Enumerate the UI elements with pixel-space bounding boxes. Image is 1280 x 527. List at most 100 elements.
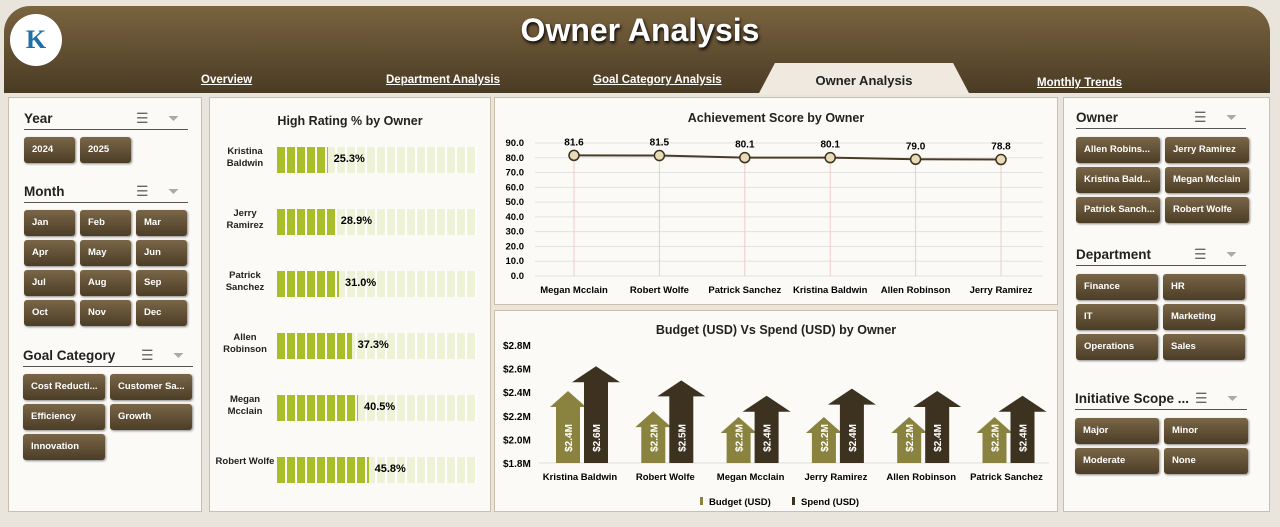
y-tick-label: $2.6M [503,365,531,376]
rating-bar-fill [277,395,358,421]
month-option[interactable]: Dec [136,300,187,326]
budget-spend-chart: $2.8M $2.6M $2.4M $2.2M $2.0M $1.8M $2.4M $2.6M… [503,341,1049,508]
y-tick-label: $2.8M [503,341,531,352]
tab-goal-category-analysis[interactable]: Goal Category Analysis [593,74,722,86]
budget-arrow-bar [635,411,672,463]
owner-option[interactable]: Megan Mcclain [1165,167,1249,193]
initiative-scope-option[interactable]: Moderate [1075,448,1159,474]
multi-select-icon[interactable]: ☰ [1194,109,1207,125]
x-category-label: Jerry Ramirez [970,285,1033,296]
month-option[interactable]: Jan [24,210,75,236]
budget-arrow-bar [976,416,1013,463]
data-label: 80.1 [735,140,755,151]
y-tick-label: 60.0 [506,182,525,193]
y-tick-label: 90.0 [506,138,525,149]
rating-value-label: 40.5% [364,401,396,413]
tab-overview[interactable]: Overview [201,74,253,86]
rating-bar-fill [277,209,335,235]
x-category-label: Megan Mcclain [540,285,608,296]
owner-option[interactable]: Patrick Sanch... [1076,197,1160,223]
divider [23,366,193,367]
rating-bar-fill [277,271,339,297]
logo: K [10,14,62,66]
owner-label: Patrick Sanchez [225,270,265,293]
owner-label: Jerry Ramirez [226,208,264,231]
month-option[interactable]: May [80,240,131,266]
bar-value-label: $2.6M [592,424,603,452]
x-category-label: Kristina Baldwin [543,472,618,483]
clear-filter-icon[interactable]: ⏷ [168,110,180,126]
rating-value-label: 37.3% [357,339,389,351]
tab-owner-analysis[interactable]: Owner Analysis [758,63,970,95]
multi-select-icon[interactable]: ☰ [136,110,149,126]
clear-filter-icon[interactable]: ⏷ [168,183,180,199]
y-tick-label: $2.4M [503,388,531,399]
initiative-scope-option[interactable]: Minor [1164,418,1248,444]
bar-value-label: $2.2M [735,424,746,452]
department-option[interactable]: IT [1076,304,1158,330]
owner-option[interactable]: Robert Wolfe [1165,197,1249,223]
y-tick-label: 30.0 [506,227,525,238]
month-option[interactable]: Mar [136,210,187,236]
budget-arrow-bar [805,416,842,463]
month-option[interactable]: Jul [24,270,75,296]
x-category-label: Robert Wolfe [636,472,695,483]
clear-filter-icon[interactable]: ⏷ [1226,246,1238,262]
data-point [995,153,1007,166]
owner-label: Allen Robinson [223,332,267,355]
y-tick-label: 50.0 [506,197,525,208]
initiative-scope-option[interactable]: Major [1075,418,1159,444]
department-option[interactable]: Finance [1076,274,1158,300]
goal-category-option[interactable]: Customer Sa... [110,374,192,400]
legend-label: Spend (USD) [801,497,859,508]
rating-value-label: 25.3% [333,153,365,165]
bar-value-label: $2.2M [820,424,831,452]
y-tick-label: $1.8M [503,459,531,470]
goal-category-option[interactable]: Cost Reducti... [23,374,105,400]
goal-category-option[interactable]: Innovation [23,434,105,460]
achievement-title: Achievement Score by Owner [687,111,865,125]
month-option[interactable]: Nov [80,300,131,326]
data-point [909,153,922,166]
year-option[interactable]: 2024 [24,137,75,163]
spend-arrow-bar [572,366,620,463]
multi-select-icon[interactable]: ☰ [1195,390,1208,406]
header-bar [4,6,1270,93]
data-point [739,151,751,164]
goal-category-option[interactable]: Efficiency [23,404,105,430]
spend-arrow-bar [827,388,876,463]
bar-value-label: $2.4M [1019,424,1030,452]
initiative-scope-option[interactable]: None [1164,448,1248,474]
month-option[interactable]: Sep [136,270,187,296]
month-option[interactable]: Apr [24,240,75,266]
month-option[interactable]: Feb [80,210,131,236]
department-option[interactable]: Marketing [1163,304,1245,330]
department-option[interactable]: HR [1163,274,1245,300]
owner-option[interactable]: Jerry Ramirez [1165,137,1249,163]
clear-filter-icon[interactable]: ⏷ [1227,390,1239,406]
clear-filter-icon[interactable]: ⏷ [1226,109,1238,125]
multi-select-icon[interactable]: ☰ [136,183,149,199]
owner-option[interactable]: Allen Robins... [1076,137,1160,163]
month-option[interactable]: Jun [136,240,187,266]
data-point [824,151,836,164]
multi-select-icon[interactable]: ☰ [1194,246,1207,262]
budget-arrow-bar [550,391,586,463]
bar-value-label: $2.4M [763,424,774,452]
year-option[interactable]: 2025 [80,137,131,163]
data-label: 81.6 [564,137,584,148]
owner-option[interactable]: Kristina Bald... [1076,167,1160,193]
multi-select-icon[interactable]: ☰ [141,347,154,363]
tab-department-analysis[interactable]: Department Analysis [386,74,500,86]
tab-monthly-trends[interactable]: Monthly Trends [1037,77,1122,89]
month-option[interactable]: Oct [24,300,75,326]
department-option[interactable]: Sales [1163,334,1245,360]
bar-value-label: $2.4M [933,424,944,452]
clear-filter-icon[interactable]: ⏷ [173,347,185,363]
goal-category-option[interactable]: Growth [110,404,192,430]
month-option[interactable]: Aug [80,270,131,296]
high-rating-title: High Rating % by Owner [277,114,423,128]
x-category-label: Robert Wolfe [630,285,689,296]
department-option[interactable]: Operations [1076,334,1158,360]
budget-arrow-bar [720,416,757,463]
